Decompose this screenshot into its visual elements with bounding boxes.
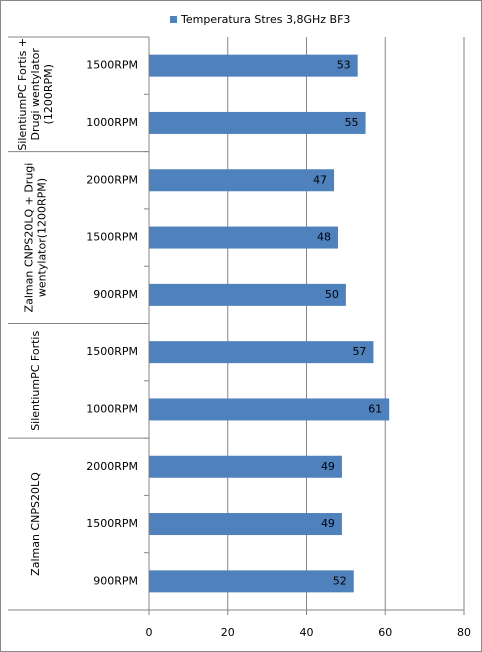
x-tick-label: 20: [221, 626, 235, 639]
group-label-line: Drugi wentylator: [29, 48, 42, 141]
x-tick-label: 0: [146, 626, 153, 639]
category-label: 1000RPM: [86, 402, 138, 415]
bar: [149, 283, 346, 306]
x-tick-label: 80: [457, 626, 471, 639]
value-label: 57: [352, 345, 366, 358]
value-label: 61: [368, 402, 382, 415]
legend-swatch: [170, 16, 177, 23]
group-label-line: Zalman CNPS20LQ + Drugi: [23, 163, 36, 313]
category-label: 1500RPM: [86, 345, 138, 358]
group-label: Zalman CNPS20LQ: [29, 472, 42, 576]
bar: [149, 341, 374, 364]
bar: [149, 226, 338, 249]
category-label: 1500RPM: [86, 231, 138, 244]
x-tick-label: 40: [300, 626, 314, 639]
value-label: 50: [325, 288, 339, 301]
group-label-line: (1200RPM): [42, 64, 55, 124]
group-label: Zalman CNPS20LQ + Drugiwentylator(1200RP…: [23, 163, 49, 313]
category-label: 1000RPM: [86, 116, 138, 129]
group-label-line: wentylator(1200RPM): [36, 178, 49, 297]
category-label: 1500RPM: [86, 517, 138, 530]
bar: [149, 513, 342, 536]
bar: [149, 570, 354, 593]
bar: [149, 111, 366, 134]
value-label: 47: [313, 173, 327, 186]
value-label: 48: [317, 231, 331, 244]
x-tick-label: 60: [378, 626, 392, 639]
category-label: 2000RPM: [86, 173, 138, 186]
group-label-line: Zalman CNPS20LQ: [29, 472, 42, 576]
value-label: 52: [333, 574, 347, 587]
value-label: 53: [337, 59, 351, 72]
bar: [149, 169, 335, 192]
category-label: 2000RPM: [86, 460, 138, 473]
value-label: 49: [321, 460, 335, 473]
group-label: SilentiumPC Fortis +Drugi wentylator(120…: [16, 38, 55, 151]
group-label-line: SilentiumPC Fortis: [29, 331, 42, 431]
group-label-line: SilentiumPC Fortis +: [16, 38, 29, 151]
category-label: 900RPM: [93, 574, 138, 587]
value-label: 49: [321, 517, 335, 530]
group-label: SilentiumPC Fortis: [29, 331, 42, 431]
bar: [149, 398, 390, 421]
bar: [149, 455, 342, 478]
category-label: 900RPM: [93, 288, 138, 301]
legend-label: Temperatura Stres 3,8GHz BF3: [180, 13, 350, 26]
value-label: 55: [345, 116, 359, 129]
bar: [149, 54, 358, 77]
category-label: 1500RPM: [86, 59, 138, 72]
